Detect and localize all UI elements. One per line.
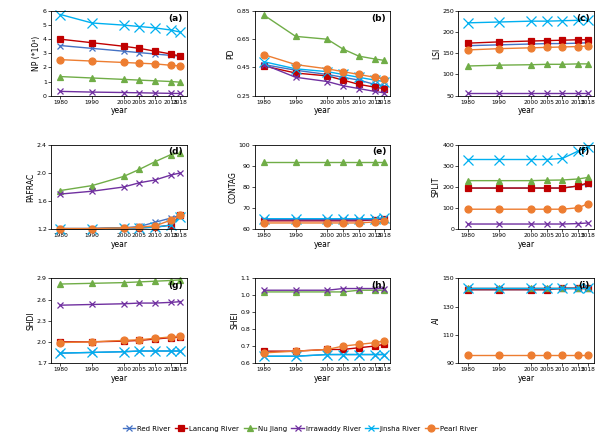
X-axis label: year: year — [518, 106, 535, 115]
Text: (d): (d) — [168, 147, 182, 156]
Text: (a): (a) — [169, 14, 182, 22]
Y-axis label: PD: PD — [226, 48, 235, 59]
Y-axis label: SPLIT: SPLIT — [432, 177, 441, 197]
X-axis label: year: year — [518, 374, 535, 382]
X-axis label: year: year — [314, 106, 331, 115]
Legend: Red River, Lancang River, Nu Jiang, Irrawaddy River, Jinsha River, Pearl River: Red River, Lancang River, Nu Jiang, Irra… — [120, 423, 480, 434]
Text: (e): (e) — [372, 147, 386, 156]
Y-axis label: NP (*10⁴): NP (*10⁴) — [32, 36, 41, 71]
X-axis label: year: year — [110, 106, 127, 115]
Y-axis label: AI: AI — [432, 317, 441, 324]
Y-axis label: SHDI: SHDI — [26, 312, 35, 330]
Y-axis label: LSI: LSI — [432, 48, 441, 59]
Text: (h): (h) — [371, 281, 386, 290]
Text: (g): (g) — [168, 281, 182, 290]
X-axis label: year: year — [110, 374, 127, 382]
Text: (i): (i) — [578, 281, 590, 290]
Text: (f): (f) — [578, 147, 590, 156]
Y-axis label: CONTAG: CONTAG — [229, 171, 238, 203]
Y-axis label: SHEI: SHEI — [230, 312, 239, 330]
Text: (c): (c) — [577, 14, 590, 22]
Y-axis label: PAFRAC: PAFRAC — [26, 172, 35, 202]
Text: (b): (b) — [371, 14, 386, 22]
X-axis label: year: year — [314, 374, 331, 382]
X-axis label: year: year — [314, 240, 331, 249]
X-axis label: year: year — [518, 240, 535, 249]
X-axis label: year: year — [110, 240, 127, 249]
